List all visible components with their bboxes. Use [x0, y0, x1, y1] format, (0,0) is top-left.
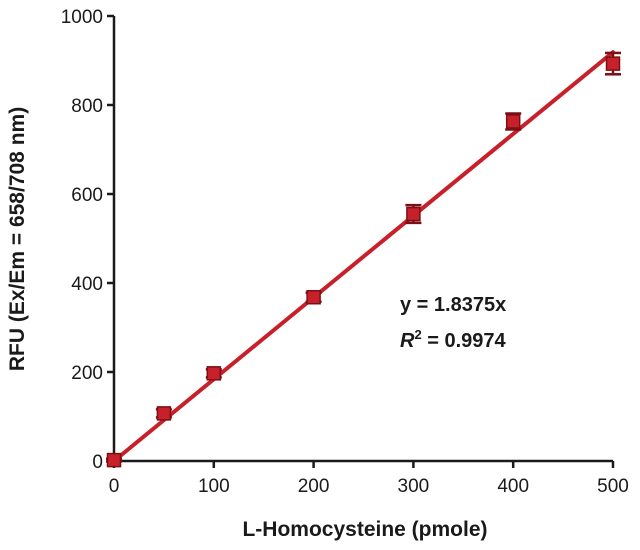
x-axis-ticks: 0 100 200 300 400 500 [109, 461, 629, 497]
data-marker [406, 206, 421, 222]
data-point [205, 366, 222, 381]
y-axis-title: RFU (Ex/Em = 658/708 nm) [6, 107, 29, 371]
y-tick-label: 0 [92, 452, 103, 473]
y-tick-label: 200 [71, 363, 103, 384]
x-tick-label: 400 [497, 476, 529, 497]
r-squared-symbol: R [400, 330, 415, 352]
x-axis-title: L-Homocysteine (pmole) [242, 518, 487, 541]
fit-equation: y = 1.8375x [400, 294, 506, 316]
x-tick-label: 500 [597, 476, 629, 497]
y-tick-label: 800 [71, 96, 103, 117]
r-squared-value: = 0.9974 [422, 330, 507, 352]
data-marker [306, 289, 321, 305]
x-tick-label: 200 [298, 476, 330, 497]
data-point [605, 51, 621, 76]
data-point [405, 203, 422, 225]
data-marker [605, 56, 621, 71]
x-tick-label: 100 [198, 476, 230, 497]
y-axis-ticks: 0 200 400 600 800 1000 [61, 7, 114, 473]
data-point [305, 289, 322, 305]
data-marker [156, 406, 172, 421]
x-tick-label: 300 [398, 476, 430, 497]
data-marker [106, 452, 122, 468]
x-tick-label: 0 [109, 476, 120, 497]
fit-line [112, 50, 615, 463]
data-marker [206, 366, 222, 381]
r-squared-superscript: 2 [414, 327, 421, 342]
data-point [505, 112, 522, 131]
y-tick-label: 600 [71, 185, 103, 206]
r-squared: R2 = 0.9974 [400, 327, 507, 352]
data-point [155, 406, 172, 421]
data-marker [505, 114, 521, 129]
data-point [106, 452, 122, 468]
data-points [106, 51, 621, 468]
y-tick-label: 400 [71, 274, 103, 295]
y-tick-label: 1000 [61, 7, 103, 28]
